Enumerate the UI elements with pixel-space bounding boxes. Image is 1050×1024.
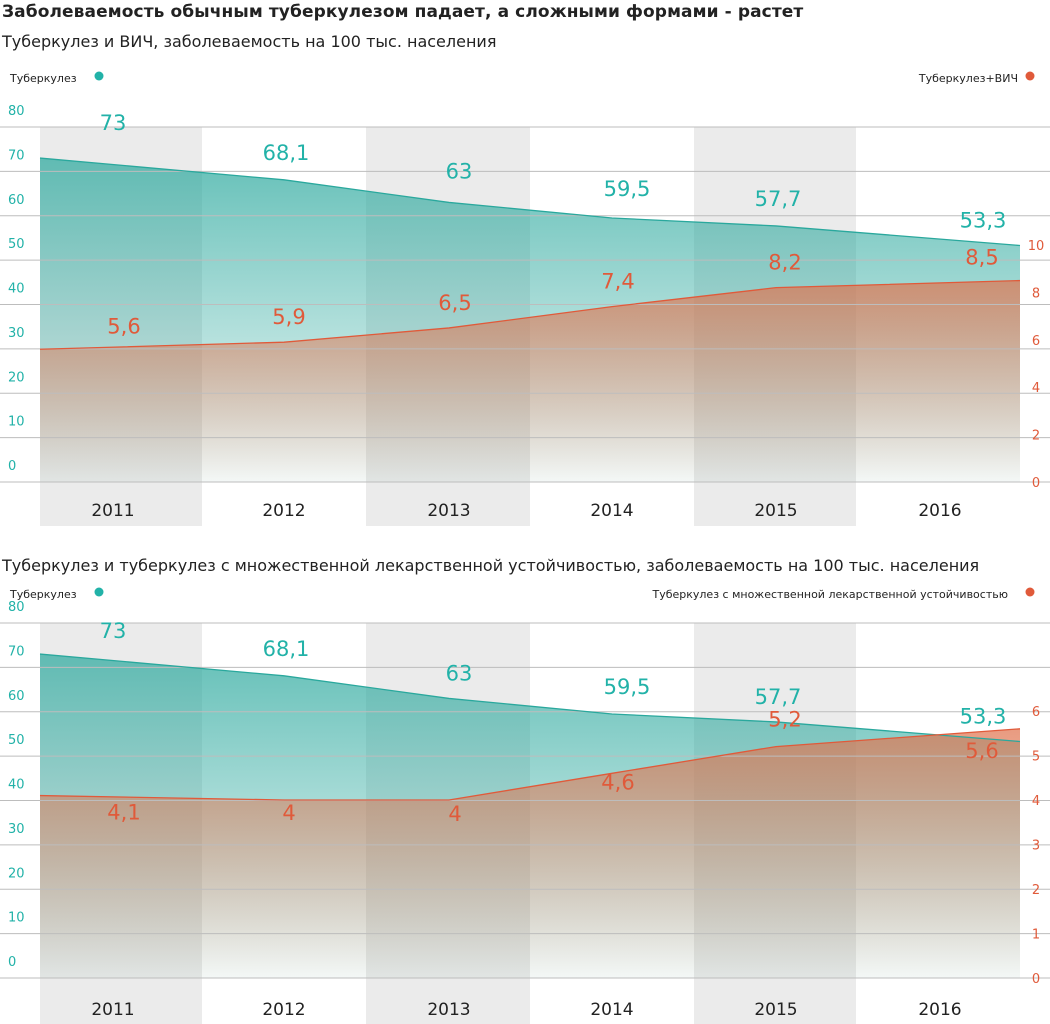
line-series-tuberculosis	[39, 157, 1021, 247]
left-tick-label: 0	[8, 955, 16, 970]
legend-dot-right	[1025, 71, 1035, 81]
data-label-complex-form: 5,2	[768, 708, 801, 732]
year-label: 2012	[262, 1000, 305, 1020]
left-tick-label: 80	[8, 104, 25, 119]
area-fill-complex-form	[40, 728, 1020, 978]
left-tick-label: 40	[8, 778, 25, 793]
year-label: 2011	[91, 1000, 134, 1020]
line-series-complex-form	[39, 279, 1021, 350]
data-label-tuberculosis: 59,5	[604, 675, 651, 699]
data-label-tuberculosis: 59,5	[604, 177, 651, 201]
left-tick-label: 40	[8, 282, 25, 297]
left-tick-label: 70	[8, 148, 25, 163]
chart-tb-mdr-svg: Туберкулез и туберкулез с множественной …	[0, 556, 1050, 1024]
right-tick-label: 6	[1032, 334, 1040, 349]
left-tick-label: 50	[8, 237, 25, 252]
right-tick-label: 5	[1032, 750, 1040, 765]
data-label-tuberculosis: 68,1	[263, 637, 310, 661]
year-label: 2014	[590, 1000, 633, 1020]
legend-label-left: Туберкулез	[9, 72, 77, 85]
right-tick-label: 8	[1032, 286, 1040, 301]
year-label: 2013	[427, 501, 470, 521]
data-label-tuberculosis: 68,1	[263, 141, 310, 165]
data-label-tuberculosis: 57,7	[755, 187, 802, 211]
chart-subtitle: Туберкулез и ВИЧ, заболеваемость на 100 …	[1, 32, 496, 51]
year-label: 2016	[918, 1000, 961, 1020]
chart-tb-hiv-svg: Туберкулез и ВИЧ, заболеваемость на 100 …	[0, 32, 1050, 526]
right-tick-label: 4	[1032, 381, 1040, 396]
left-tick-label: 0	[8, 459, 16, 474]
left-tick-label: 70	[8, 644, 25, 659]
legend-label-right: Туберкулез+ВИЧ	[918, 72, 1018, 85]
right-tick-label: 0	[1032, 972, 1040, 987]
legend-dot-right	[1025, 587, 1035, 597]
year-label: 2015	[754, 501, 797, 521]
data-label-complex-form: 8,5	[965, 246, 998, 270]
data-label-complex-form: 5,6	[965, 739, 998, 763]
chart-subtitle: Туберкулез и туберкулез с множественной …	[1, 556, 979, 575]
legend-dot-left	[94, 587, 104, 597]
area-fill-complex-form	[40, 280, 1020, 482]
right-tick-label: 6	[1032, 705, 1040, 720]
left-tick-label: 20	[8, 866, 25, 881]
left-tick-label: 60	[8, 193, 25, 208]
data-label-tuberculosis: 53,3	[960, 208, 1007, 232]
page-title: Заболеваемость обычным туберкулезом пада…	[2, 2, 804, 22]
left-tick-label: 60	[8, 689, 25, 704]
left-tick-label: 50	[8, 733, 25, 748]
data-label-complex-form: 4	[282, 801, 295, 825]
data-label-complex-form: 6,5	[438, 291, 471, 315]
year-label: 2016	[918, 501, 961, 521]
right-tick-label: 0	[1032, 476, 1040, 491]
data-label-complex-form: 5,9	[272, 305, 305, 329]
legend-dot-left	[94, 71, 104, 81]
data-label-tuberculosis: 63	[446, 661, 473, 685]
chart-tb-hiv: Туберкулез и ВИЧ, заболеваемость на 100 …	[0, 26, 1050, 534]
left-tick-label: 10	[8, 415, 25, 430]
data-label-complex-form: 8,2	[768, 251, 801, 275]
legend-label-right: Туберкулез с множественной лекарственной…	[651, 588, 1008, 601]
left-tick-label: 20	[8, 370, 25, 385]
data-label-complex-form: 4,6	[601, 770, 634, 794]
right-tick-label: 2	[1032, 883, 1040, 898]
left-tick-label: 30	[8, 326, 25, 341]
line-series-complex-form	[39, 728, 1021, 801]
data-label-tuberculosis: 57,7	[755, 685, 802, 709]
year-label: 2015	[754, 1000, 797, 1020]
chart-tb-mdr: Туберкулез и туберкулез с множественной …	[0, 538, 1050, 1024]
data-label-tuberculosis: 63	[446, 159, 473, 183]
legend-label-left: Туберкулез	[9, 588, 77, 601]
right-tick-label: 3	[1032, 839, 1040, 854]
data-label-complex-form: 4	[448, 802, 461, 826]
data-label-complex-form: 7,4	[601, 270, 634, 294]
right-tick-label: 4	[1032, 794, 1040, 809]
right-tick-label: 10	[1028, 239, 1045, 254]
left-tick-label: 80	[8, 600, 25, 615]
data-label-complex-form: 5,6	[107, 314, 140, 338]
data-label-complex-form: 4,1	[107, 801, 140, 825]
year-label: 2013	[427, 1000, 470, 1020]
left-tick-label: 30	[8, 822, 25, 837]
data-label-tuberculosis: 73	[100, 619, 127, 643]
right-tick-label: 2	[1032, 429, 1040, 444]
line-series-tuberculosis	[39, 653, 1021, 743]
year-label: 2011	[91, 501, 134, 521]
left-tick-label: 10	[8, 911, 25, 926]
data-label-tuberculosis: 73	[100, 111, 127, 135]
year-label: 2012	[262, 501, 305, 521]
year-label: 2014	[590, 501, 633, 521]
right-tick-label: 1	[1032, 928, 1040, 943]
data-label-tuberculosis: 53,3	[960, 704, 1007, 728]
